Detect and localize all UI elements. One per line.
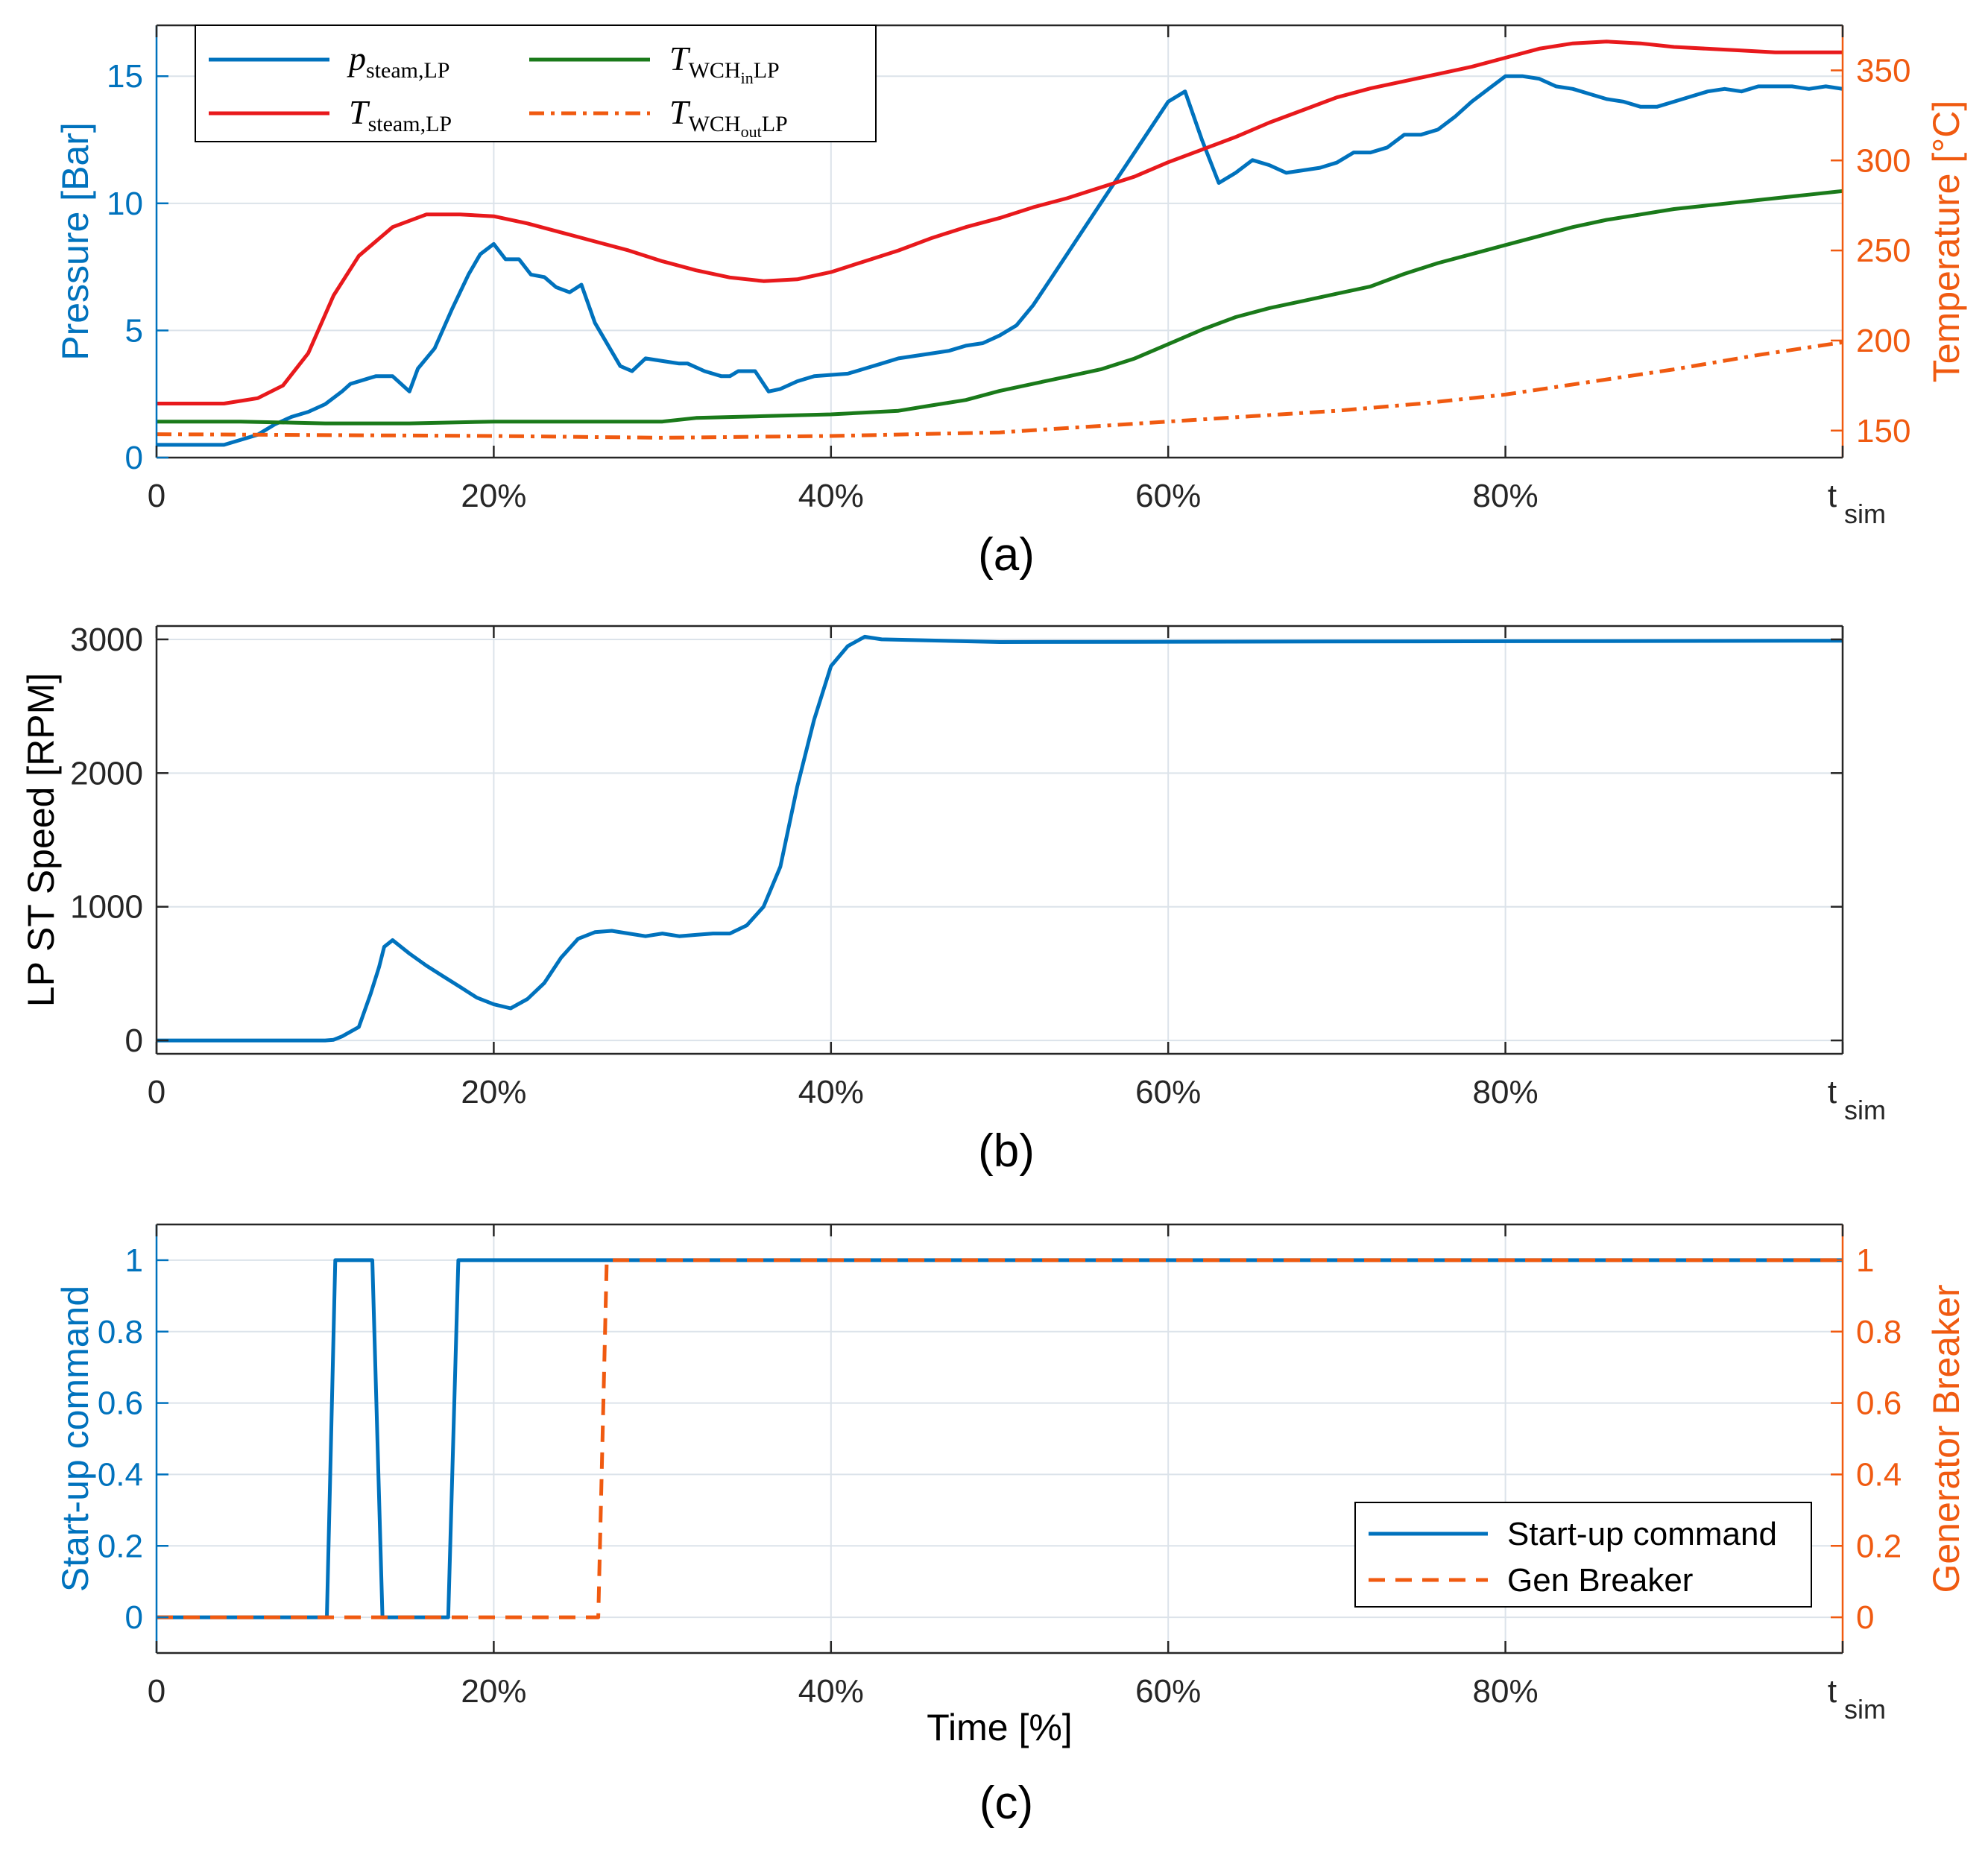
series-line-T-steam-LP: [157, 39, 1843, 405]
y-tick-label-left: 0.8: [98, 1314, 143, 1350]
series-line-start-up-command: [157, 1258, 1843, 1619]
x-tick-label-subscript: sim: [1844, 1694, 1886, 1725]
x-tick-label: 0: [148, 478, 165, 514]
series-line-gen-breaker: [157, 1258, 1843, 1619]
series-line-lp-st-speed: [157, 634, 1843, 1043]
y-tick-label-left: 0.2: [98, 1528, 143, 1564]
y-tick-label-right: 0.2: [1856, 1528, 1902, 1564]
x-tick-label: 20%: [461, 478, 526, 514]
y-tick-label-left: 5: [125, 312, 143, 349]
x-tick-label: 60%: [1135, 478, 1201, 514]
y-tick-label-right: 0.8: [1856, 1314, 1902, 1350]
x-tick-label: 40%: [798, 1074, 864, 1110]
panel-label: (a): [978, 529, 1035, 581]
y-tick-label-left: 0: [125, 440, 143, 476]
x-tick-label: 20%: [461, 1074, 526, 1110]
legend-entry: Tsteam,LP: [349, 93, 452, 136]
legend-box: [195, 25, 877, 142]
x-tick-label: 80%: [1473, 1673, 1539, 1710]
y-tick-label-right: 300: [1856, 142, 1910, 179]
y-axis-label-right: Generator Breaker: [1925, 1284, 1967, 1593]
y-tick-label-right: 0.6: [1856, 1385, 1902, 1422]
x-tick-label: 0: [148, 1673, 165, 1710]
y-axis-label-left: Pressure [Bar]: [54, 122, 96, 361]
y-tick-label-left: 1: [125, 1242, 143, 1279]
series-group: [157, 1258, 1843, 1619]
x-tick-label-subscript: sim: [1844, 499, 1886, 529]
legend-entry: Start-up command: [1507, 1516, 1777, 1552]
y-tick-label-left: 3000: [70, 622, 143, 658]
y-tick-label-left: 0.6: [98, 1385, 143, 1422]
panel-label: (b): [978, 1125, 1035, 1177]
y-tick-label-left: 0: [125, 1023, 143, 1059]
x-tick-label: 40%: [798, 1673, 864, 1710]
y-tick-label-left: 10: [107, 186, 143, 222]
x-tick-label: 60%: [1135, 1673, 1201, 1710]
y-tick-label-left: 2000: [70, 755, 143, 791]
y-tick-label-right: 0.4: [1856, 1456, 1902, 1493]
y-tick-label-left: 15: [107, 58, 143, 95]
legend: psteam,LP Tsteam,LP TWCHinLP TWCHoutLP: [195, 25, 877, 142]
x-tick-label: 60%: [1135, 1074, 1201, 1110]
legend: Start-up command Gen Breaker: [1354, 1502, 1812, 1608]
x-tick-label: t: [1828, 1673, 1837, 1710]
x-tick-label: 80%: [1473, 478, 1539, 514]
y-axis-label-left: Start-up command: [54, 1286, 96, 1592]
panel-2: 0 20% 40% 60% 80% t sim 0 0.2 0.4 0.6 0.8 1 0 0.2 0.4 0.…: [54, 1223, 1967, 1829]
legend-entry: TWCHinLP: [669, 39, 780, 87]
y-tick-label-right: 1: [1856, 1242, 1874, 1279]
series-group: [157, 39, 1843, 447]
x-tick-label: 20%: [461, 1673, 526, 1710]
grid: [157, 626, 1843, 1054]
y-tick-label-right: 350: [1856, 52, 1910, 89]
panel-0: 0 20% 40% 60% 80% t sim 0 5 10 15 150 200 250 300 350 Pr…: [54, 24, 1967, 581]
y-axis-label: LP ST Speed [RPM]: [20, 673, 62, 1007]
series-line-T-WCH-out-LP: [157, 340, 1843, 440]
series-group: [157, 634, 1843, 1043]
x-tick-label-subscript: sim: [1844, 1095, 1886, 1125]
x-axis-label: Time [%]: [927, 1707, 1072, 1748]
y-tick-label-right: 0: [1856, 1599, 1874, 1636]
legend-entry: TWCHoutLP: [669, 93, 788, 141]
y-tick-label-left: 0.4: [98, 1456, 143, 1493]
series-line-p-steam-LP: [157, 74, 1843, 447]
y-axis-label-right: Temperature [°C]: [1925, 101, 1967, 382]
y-tick-label-left: 0: [125, 1599, 143, 1636]
x-tick-label: t: [1828, 478, 1837, 514]
x-tick-label: 80%: [1473, 1074, 1539, 1110]
y-tick-label-right: 150: [1856, 413, 1910, 449]
panel-label: (c): [979, 1777, 1033, 1829]
x-tick-label: t: [1828, 1074, 1837, 1110]
legend-entry: Gen Breaker: [1507, 1562, 1693, 1599]
y-tick-label-right: 250: [1856, 233, 1910, 269]
x-tick-label: 0: [148, 1074, 165, 1110]
legend-entry: psteam,LP: [347, 39, 450, 83]
y-tick-label-right: 200: [1856, 323, 1910, 359]
series-line-T-WCH-in-LP: [157, 189, 1843, 426]
legend-box: [1354, 1502, 1812, 1608]
x-tick-label: 40%: [798, 478, 864, 514]
y-tick-label-left: 1000: [70, 889, 143, 926]
